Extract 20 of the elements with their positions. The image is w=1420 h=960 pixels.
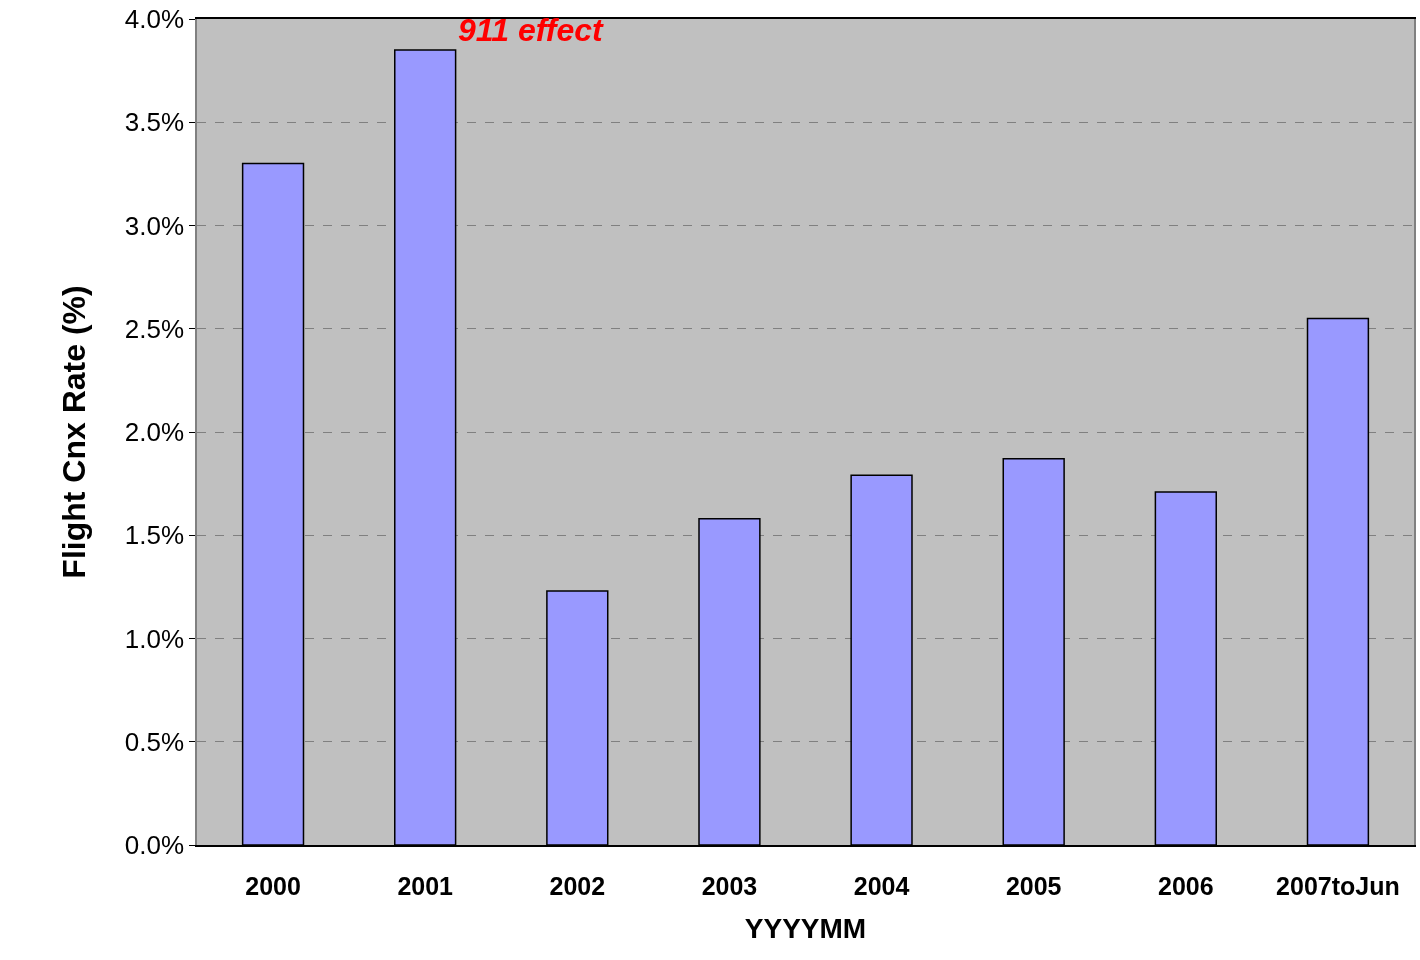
y-tick-label: 0.0% <box>124 830 185 861</box>
y-tick-label: 1.0% <box>124 623 185 654</box>
y-axis-title: Flight Cnx Rate (%) <box>55 285 92 579</box>
y-tick-label: 3.5% <box>124 107 185 138</box>
x-tick-label: 2005 <box>1005 871 1062 900</box>
annotation: 911 effect <box>458 12 605 48</box>
y-tick-label: 3.0% <box>124 210 185 241</box>
y-tick-label: 4.0% <box>124 4 185 35</box>
y-tick-label: 0.5% <box>124 726 185 757</box>
y-tick-label: 2.5% <box>124 313 185 344</box>
x-tick-label: 2006 <box>1158 871 1214 900</box>
x-tick-label: 2004 <box>853 871 910 900</box>
x-axis-title: YYYYMM <box>744 913 867 945</box>
x-tick-label: 2003 <box>701 871 758 900</box>
y-tick-label: 2.0% <box>124 417 185 448</box>
x-tick-label: 2000 <box>245 871 301 900</box>
x-tick-label: 2001 <box>397 871 454 900</box>
x-tick-label: 2007toJun <box>1276 871 1400 900</box>
x-tick-label: 2002 <box>549 871 606 900</box>
y-tick-label: 1.5% <box>124 520 185 551</box>
